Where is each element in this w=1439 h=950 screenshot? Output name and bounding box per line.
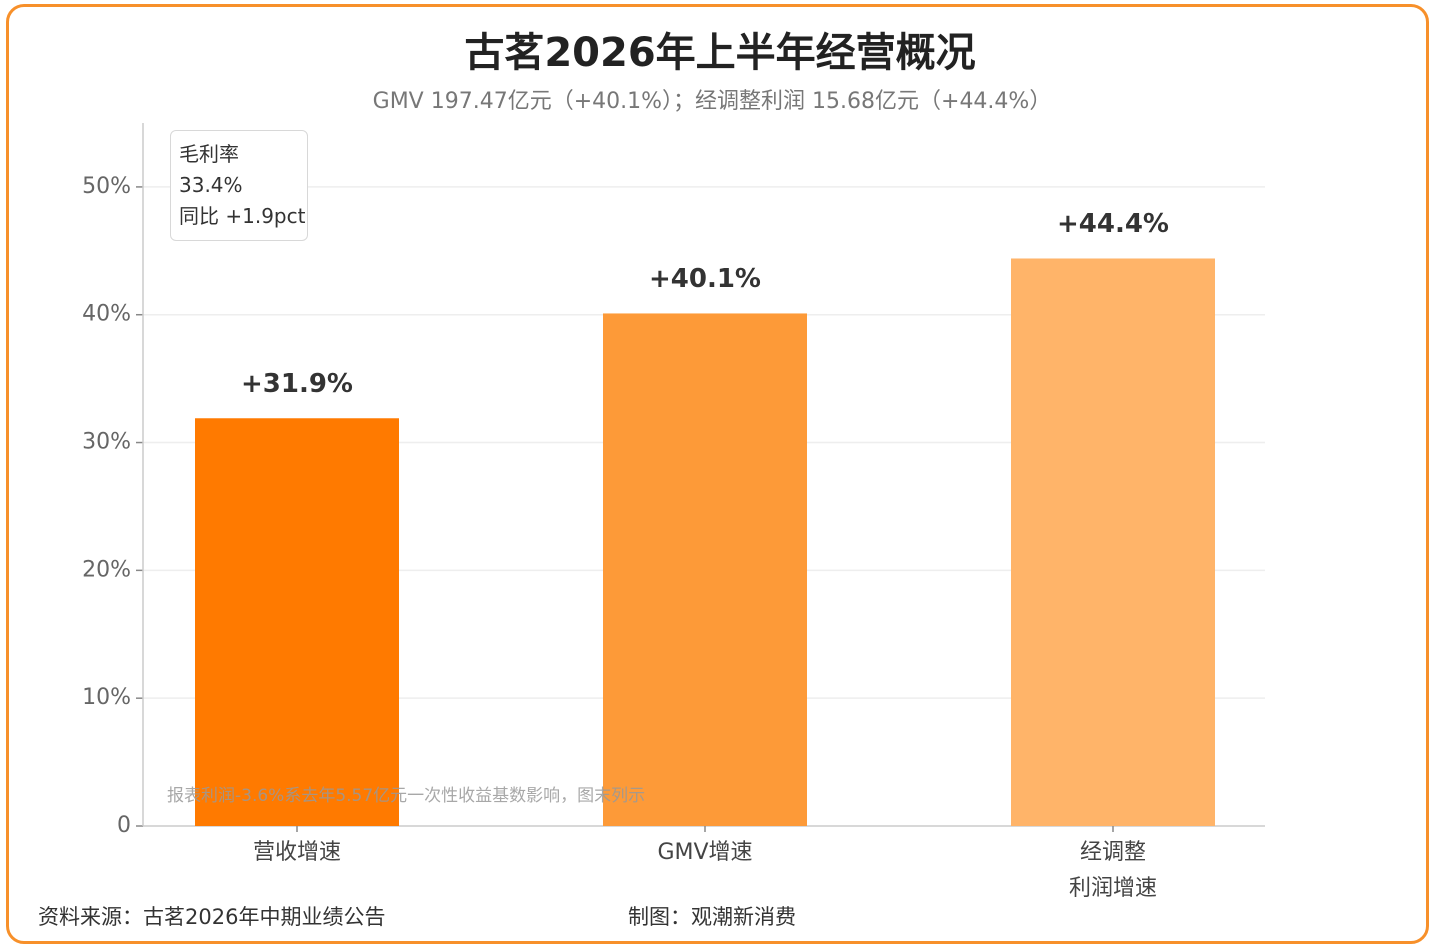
y-tick-label: 30%	[82, 430, 131, 455]
source: 资料来源：古茗2026年中期业绩公告	[38, 905, 385, 929]
bar	[1011, 258, 1215, 826]
y-tick-label: 0	[117, 813, 131, 838]
x-tick-label: GMV增速	[657, 840, 753, 865]
bar	[603, 313, 807, 826]
annotation: 毛利率 33.4% 同比 +1.9pct	[170, 130, 308, 241]
x-tick-label: 营收增速	[252, 840, 341, 865]
x-tick-label: 经调整 利润增速	[1068, 840, 1157, 901]
bar	[195, 418, 399, 826]
chart-title: 古茗2026年上半年经营概况	[464, 30, 975, 76]
note: 报表利润-3.6%系去年5.57亿元一次性收益基数影响，图末列示	[167, 786, 645, 806]
value-label: +40.1%	[649, 264, 761, 294]
value-label: +31.9%	[241, 369, 353, 399]
chart-subtitle: GMV 197.47亿元（+40.1%）；经调整利润 15.68亿元（+44.4…	[373, 89, 1052, 114]
y-tick-label: 20%	[82, 557, 131, 582]
credit: 制图：观潮新消费	[628, 905, 796, 929]
y-tick-label: 10%	[82, 685, 131, 710]
frame	[6, 4, 1429, 944]
y-tick-label: 40%	[82, 302, 131, 327]
value-label: +44.4%	[1057, 209, 1169, 239]
y-tick-label: 50%	[82, 174, 131, 199]
